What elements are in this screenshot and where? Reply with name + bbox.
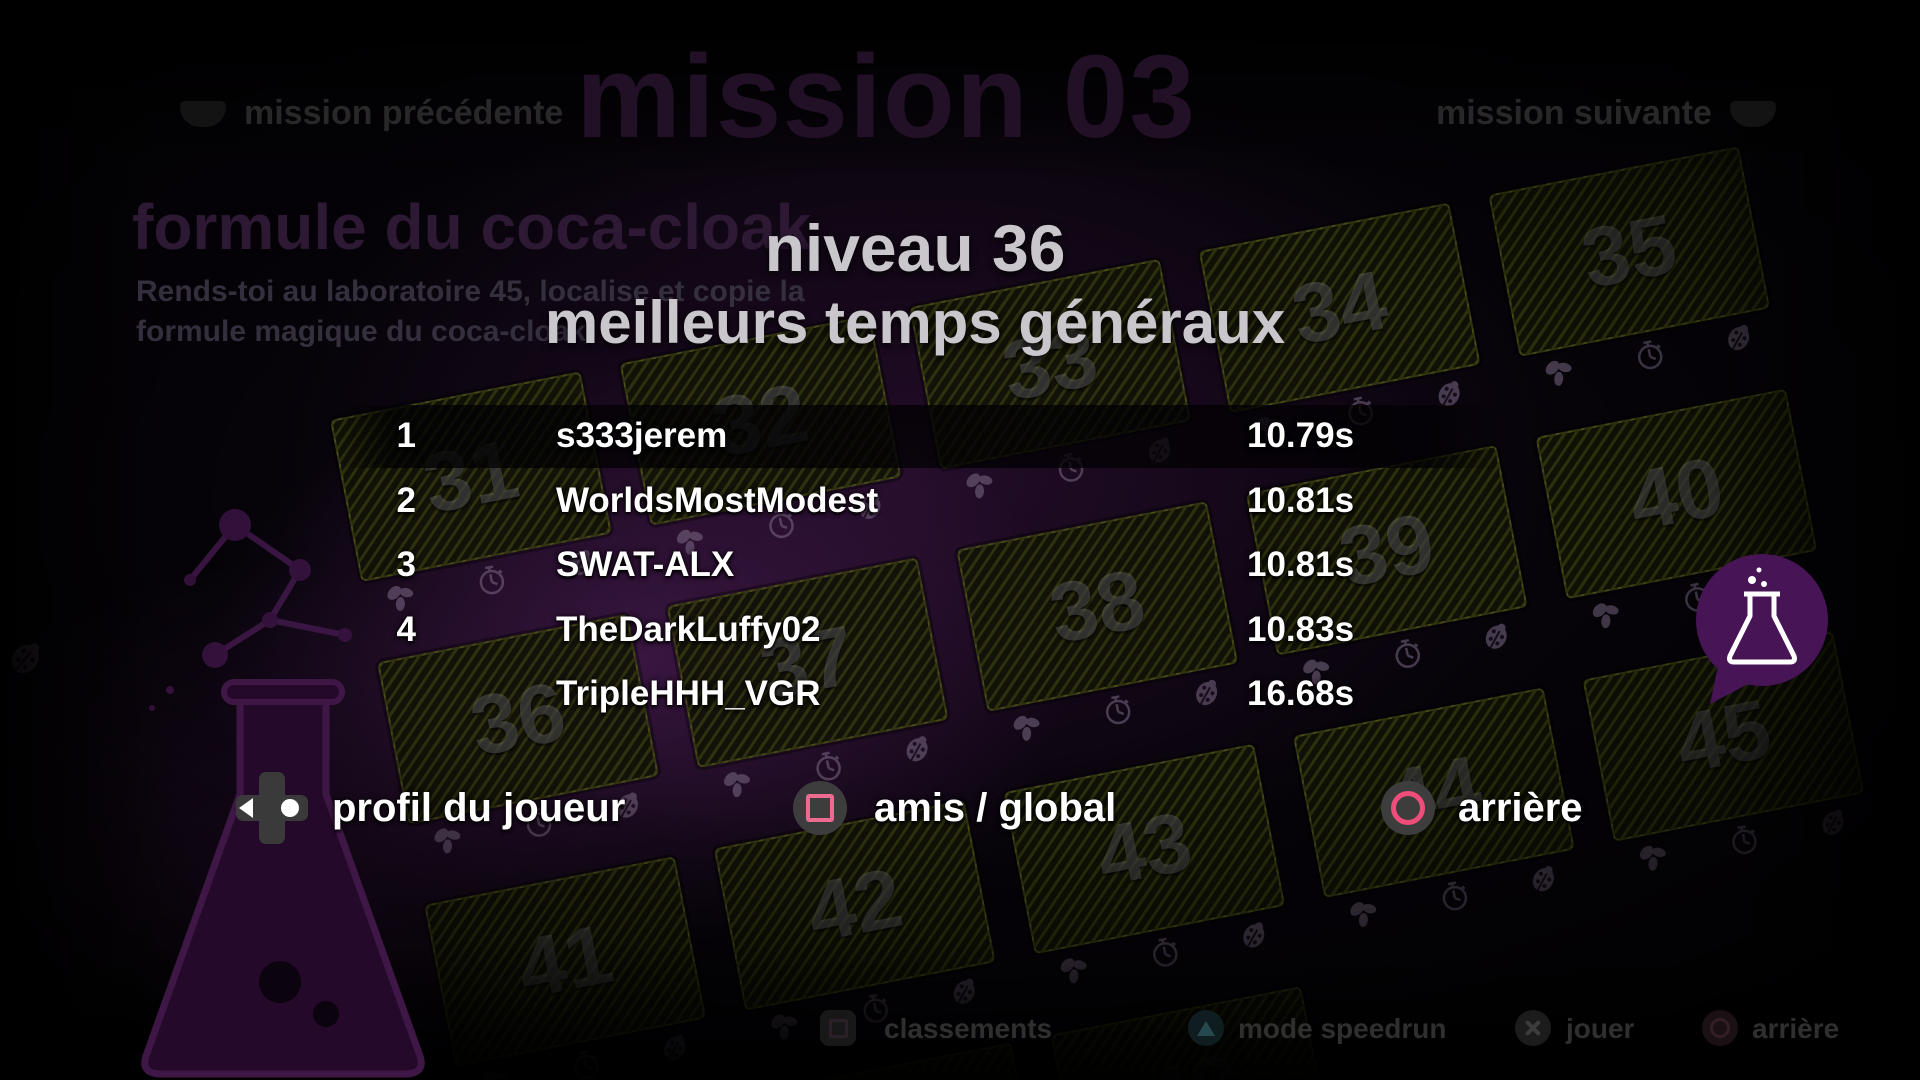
leaderboard-row[interactable]: 3 SWAT-ALX 10.81s [0, 533, 1920, 598]
flask-badge-icon [1696, 554, 1828, 704]
clover-icon [1541, 354, 1579, 392]
stopwatch-icon [856, 990, 894, 1028]
time: 10.81s [1247, 545, 1355, 585]
flask-icon [141, 679, 425, 1078]
clover-icon [766, 1008, 804, 1046]
shoulder-button-right-icon [1729, 100, 1776, 127]
mission-tile-number: 44 [1378, 737, 1489, 848]
stopwatch-icon [567, 1046, 605, 1080]
player-name: TheDarkLuffy02 [556, 609, 821, 649]
time: 16.68s [1247, 674, 1355, 714]
previous-mission-label: mission précédente [244, 94, 564, 132]
mission-tile-number: 43 [1089, 793, 1200, 904]
stopwatch-icon [809, 748, 847, 786]
ladybug-icon [1815, 804, 1853, 842]
ladybug-icon [1236, 916, 1274, 954]
leaderboard: 1 s333jerem 10.79s 2 WorldsMostModest 10… [0, 404, 1920, 727]
mission-description-line1: Rends-toi au laboratoire 45, localise et… [136, 275, 805, 308]
shoulder-button-left-icon [180, 100, 226, 127]
molecule-icon [149, 509, 352, 711]
mission-description: Rends-toi au laboratoire 45, localise et… [136, 272, 805, 352]
mission-tile-number: 41 [510, 906, 620, 1017]
stopwatch-icon [519, 804, 557, 842]
clover-icon [1056, 951, 1094, 989]
stopwatch-icon [1725, 821, 1763, 859]
clover-icon [477, 1064, 515, 1080]
leaderboard-row[interactable]: 4 TheDarkLuffy02 10.83s [0, 598, 1920, 663]
ladybug-icon [656, 1029, 694, 1067]
mission-tile-number: 42 [799, 849, 910, 960]
player-name: WorldsMostModest [556, 480, 879, 520]
rank: 4 [396, 609, 416, 649]
ladybug-icon [946, 973, 984, 1011]
ladybug-icon [1525, 860, 1563, 898]
next-mission-label: mission suivante [1436, 94, 1712, 132]
rank: 3 [396, 545, 416, 585]
leaderboard-subtitle: meilleurs temps généraux [544, 289, 1286, 356]
player-name: TripleHHH_VGR [556, 674, 821, 714]
player-name: SWAT-ALX [556, 545, 735, 585]
clover-icon [719, 765, 757, 803]
next-mission-control[interactable]: mission suivante [1436, 94, 1776, 133]
rank: 1 [396, 416, 416, 456]
time: 10.83s [1247, 609, 1355, 649]
time: 10.81s [1247, 480, 1355, 520]
leaderboard-row[interactable]: 1 s333jerem 10.79s [0, 404, 1920, 469]
stopwatch-icon [1146, 934, 1184, 972]
mission-tile: 48 [1050, 986, 1333, 1080]
mission-description-line2: formule magique du coca-cloak. [136, 315, 595, 348]
clover-icon [1635, 839, 1673, 877]
stopwatch-icon [1435, 878, 1473, 916]
player-name: s333jerem [556, 416, 728, 456]
level-title: niveau 36 [764, 211, 1066, 285]
mission-number-title: mission 03 [576, 31, 1196, 163]
leaderboard-row[interactable]: 2 WorldsMostModest 10.81s [0, 469, 1920, 534]
previous-mission-control[interactable]: mission précédente [180, 94, 563, 133]
rank: 2 [396, 480, 416, 520]
mission-name-title: formule du coca-cloak [132, 191, 812, 263]
ladybug-icon [609, 786, 647, 824]
mission-tile-number: 48 [1136, 1035, 1247, 1080]
time: 10.79s [1247, 416, 1355, 456]
clover-icon [1345, 895, 1383, 933]
leaderboard-row[interactable]: TripleHHH_VGR 16.68s [0, 662, 1920, 727]
ladybug-icon [899, 730, 937, 768]
mission-tile: 47 [760, 1042, 1043, 1080]
